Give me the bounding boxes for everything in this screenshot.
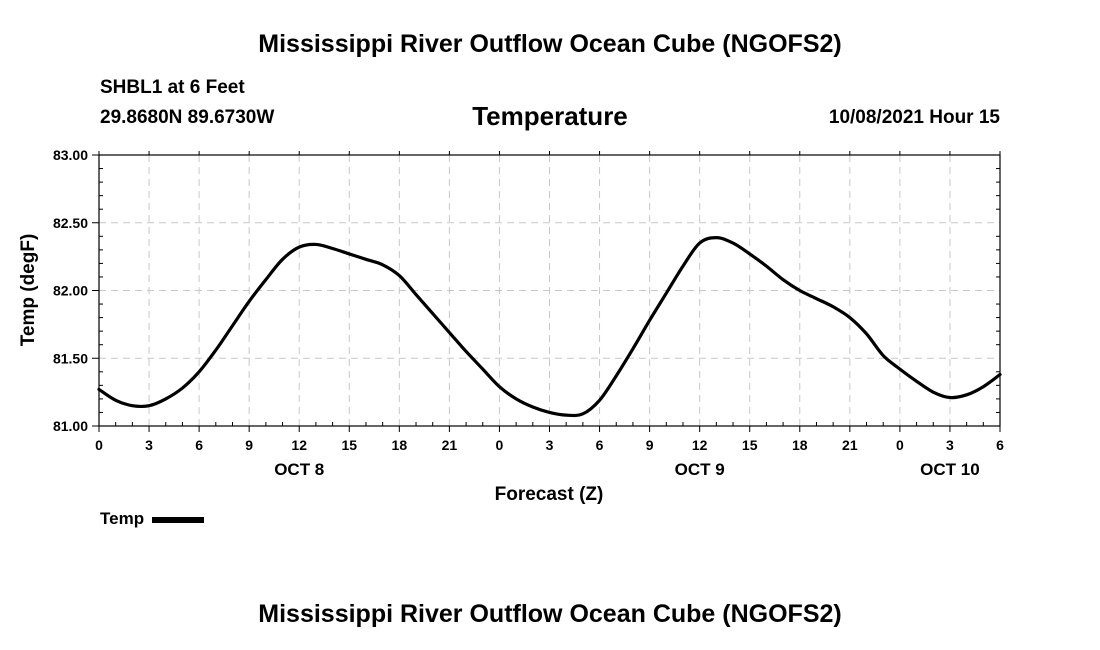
- series-line-temp: [97, 236, 1002, 418]
- x-tick-label: 12: [692, 437, 708, 453]
- x-tick-label: 21: [442, 437, 458, 453]
- x-tick-labels: 0 3 6 9 12 15 18 21 0 3 6 9 12 15 18 21 0 3 6: [95, 437, 1004, 453]
- station-label: SHBL1 at 6 Feet: [100, 77, 245, 98]
- run-timestamp: 10/08/2021 Hour 15: [828, 107, 1000, 128]
- day-label: OCT 10: [920, 460, 980, 479]
- x-tick-label: 18: [392, 437, 408, 453]
- x-tick-label: 6: [195, 437, 203, 453]
- y-tick-label: 83.00: [53, 147, 88, 163]
- day-label: OCT 8: [274, 460, 324, 479]
- page-title-top: Mississippi River Outflow Ocean Cube (NG…: [258, 30, 842, 58]
- plot-frame: [98, 154, 1001, 427]
- y-axis-title: Temp (degF): [18, 234, 39, 347]
- x-tick-label: 0: [95, 437, 103, 453]
- x-tick-label: 15: [341, 437, 357, 453]
- series-layer: [97, 236, 1002, 418]
- x-tick-label: 18: [792, 437, 808, 453]
- y-tick-label: 82.50: [53, 215, 88, 231]
- axis-ticks: [92, 151, 1001, 432]
- x-tick-label: 0: [496, 437, 504, 453]
- legend-swatch: [152, 517, 205, 523]
- x-tick-label: 3: [546, 437, 554, 453]
- y-tick-labels: 81.00 81.50 82.00 82.50 83.00: [53, 147, 88, 434]
- x-tick-label: 3: [946, 437, 954, 453]
- x-tick-label: 6: [596, 437, 604, 453]
- station-coordinates: 29.8680N 89.6730W: [100, 107, 275, 128]
- chart-title: Temperature: [472, 101, 628, 131]
- x-tick-label: 9: [245, 437, 253, 453]
- legend-label: Temp: [100, 509, 145, 528]
- page-title-bottom: Mississippi River Outflow Ocean Cube (NG…: [258, 600, 842, 628]
- grid-lines: [99, 155, 1000, 426]
- x-tick-label: 0: [896, 437, 904, 453]
- x-tick-label: 12: [291, 437, 307, 453]
- y-tick-label: 81.00: [53, 418, 88, 434]
- y-tick-label: 81.50: [53, 350, 88, 366]
- legend: Temp: [100, 509, 205, 529]
- x-tick-label: 6: [996, 437, 1004, 453]
- x-tick-label: 21: [842, 437, 858, 453]
- day-labels: OCT 8 OCT 9 OCT 10: [274, 460, 980, 479]
- x-tick-label: 15: [742, 437, 758, 453]
- x-tick-label: 9: [646, 437, 654, 453]
- x-axis-title: Forecast (Z): [495, 484, 604, 505]
- x-tick-label: 3: [145, 437, 153, 453]
- y-tick-label: 82.00: [53, 283, 88, 299]
- day-label: OCT 9: [675, 460, 725, 479]
